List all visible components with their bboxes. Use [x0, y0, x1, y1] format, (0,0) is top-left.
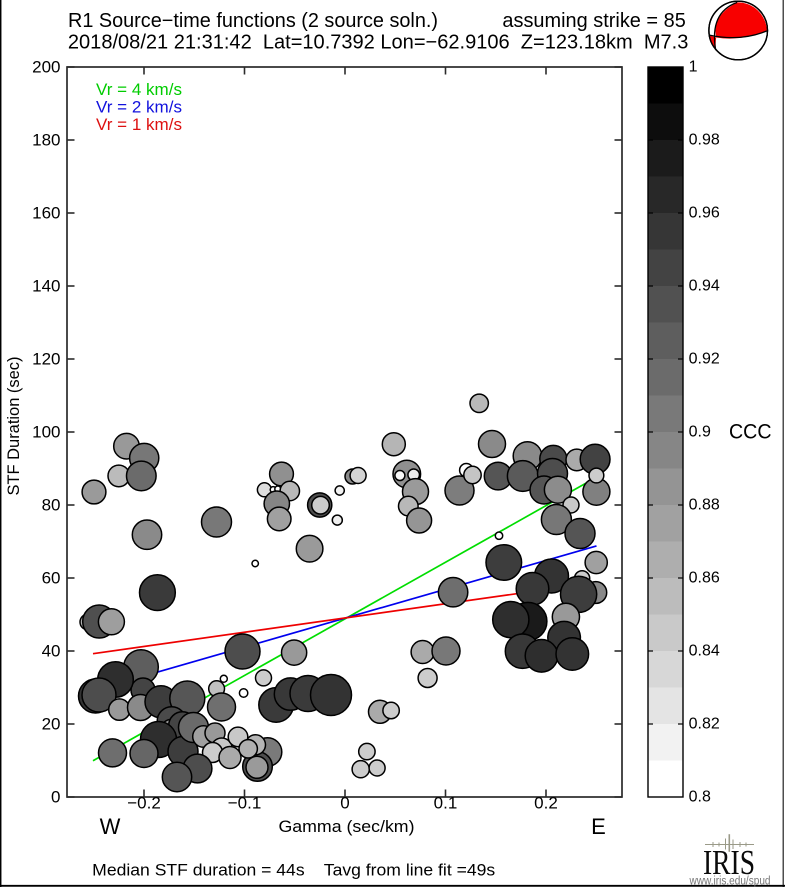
svg-text:0.98: 0.98 [689, 132, 720, 149]
svg-text:0.1: 0.1 [434, 794, 458, 813]
svg-text:0.94: 0.94 [689, 278, 720, 295]
svg-text:www.iris.edu/spud: www.iris.edu/spud [689, 876, 771, 887]
svg-text:1: 1 [689, 59, 698, 76]
svg-text:Gamma (sec/km): Gamma (sec/km) [279, 817, 415, 836]
svg-text:180: 180 [32, 131, 60, 150]
svg-text:0.8: 0.8 [689, 789, 711, 806]
svg-text:100: 100 [32, 423, 60, 442]
svg-text:40: 40 [42, 642, 61, 661]
svg-text:E: E [591, 814, 606, 839]
svg-text:120: 120 [32, 350, 60, 369]
svg-text:0.88: 0.88 [689, 497, 720, 514]
svg-text:Vr = 4 km/s: Vr = 4 km/s [96, 80, 182, 99]
svg-text:0.96: 0.96 [689, 205, 720, 222]
svg-text:60: 60 [42, 569, 61, 588]
svg-text:W: W [100, 814, 121, 839]
svg-text:0: 0 [51, 788, 60, 807]
svg-text:160: 160 [32, 204, 60, 223]
svg-text:0.86: 0.86 [689, 570, 720, 587]
svg-text:−0.1: −0.1 [228, 794, 262, 813]
svg-text:−0.2: −0.2 [127, 794, 161, 813]
svg-text:0.2: 0.2 [534, 794, 558, 813]
svg-text:80: 80 [42, 496, 61, 515]
svg-text:Vr = 1 km/s: Vr = 1 km/s [96, 115, 182, 134]
svg-text:assuming strike = 85: assuming strike = 85 [502, 10, 685, 32]
svg-text:IRIS: IRIS [703, 843, 755, 882]
svg-text:200: 200 [32, 58, 60, 77]
svg-text:R1 Source−time functions (2 so: R1 Source−time functions (2 source soln.… [68, 10, 438, 32]
svg-text:2018/08/21 21:31:42 Lat=10.73: 2018/08/21 21:31:42 Lat=10.7392 Lon=−62.… [68, 31, 689, 53]
svg-text:140: 140 [32, 277, 60, 296]
svg-text:0.92: 0.92 [689, 351, 720, 368]
svg-text:STF Duration (sec): STF Duration (sec) [4, 357, 23, 496]
svg-text:Median STF duration = 44s T: Median STF duration = 44s Tavg from line… [92, 861, 495, 880]
svg-text:0: 0 [340, 794, 349, 813]
svg-text:Vr = 2 km/s: Vr = 2 km/s [96, 98, 182, 117]
svg-text:20: 20 [42, 715, 61, 734]
svg-text:CCC: CCC [729, 421, 772, 444]
svg-text:0.82: 0.82 [689, 716, 720, 733]
svg-text:0.84: 0.84 [689, 643, 720, 660]
svg-text:0.9: 0.9 [689, 424, 711, 441]
